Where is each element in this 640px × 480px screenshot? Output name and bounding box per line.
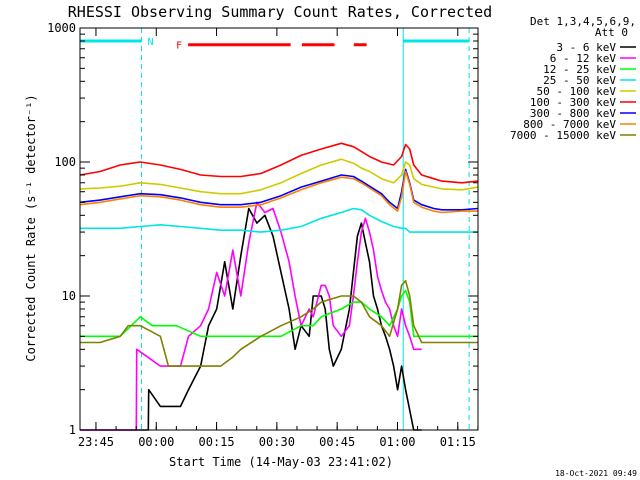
x-axis-label: Start Time (14-May-03 23:41:02) — [169, 455, 393, 469]
flag-label-1: F — [176, 41, 182, 52]
series-line-5 — [79, 142, 479, 184]
flag-label-0: N — [148, 37, 154, 48]
legend-label-7: 800 - 7000 keV — [523, 118, 616, 131]
reference-lines — [141, 28, 470, 430]
y-tick-label-2: 100 — [54, 155, 76, 169]
legend-label-6: 300 - 800 keV — [530, 107, 616, 120]
x-tick-label-1: 00:00 — [138, 435, 174, 449]
y-tick-label-1: 10 — [62, 289, 76, 303]
series-line-3 — [80, 207, 478, 233]
legend-label-8: 7000 - 15000 keV — [510, 129, 616, 142]
legend-label-2: 12 - 25 keV — [543, 63, 616, 76]
series-layer — [79, 142, 479, 431]
legend-label-0: 3 - 6 keV — [556, 41, 616, 54]
x-tick-label-4: 00:45 — [319, 435, 355, 449]
series-line-0 — [80, 207, 422, 431]
plot-frame — [79, 27, 479, 431]
legend-label-3: 25 - 50 keV — [543, 74, 616, 87]
series-line-6 — [79, 168, 479, 211]
timestamp: 18-Oct-2021 09:49 — [555, 469, 637, 478]
series-line-8 — [80, 279, 478, 367]
legend-label-1: 6 - 12 keV — [550, 52, 617, 65]
series-line-7 — [79, 170, 478, 214]
series-line-1 — [80, 201, 422, 431]
x-tick-label-3: 00:30 — [259, 435, 295, 449]
y-axis-label: Corrected Count Rate (s⁻¹ detector⁻¹) — [24, 94, 38, 361]
legend-attenuator: Att 0 — [595, 26, 628, 39]
legend-label-4: 50 - 100 keV — [537, 85, 617, 98]
y-axis: 1 10 100 1000 — [47, 21, 478, 437]
x-tick-label-5: 01:00 — [379, 435, 415, 449]
chart-title: RHESSI Observing Summary Count Rates, Co… — [68, 3, 492, 21]
x-tick-label-0: 23:45 — [78, 435, 114, 449]
series-line-4 — [79, 158, 479, 195]
legend-detectors: Det 1,3,4,5,6,9, — [530, 15, 636, 28]
series-line-2 — [80, 289, 478, 338]
legend-label-5: 100 - 300 keV — [530, 96, 616, 109]
x-tick-label-2: 00:15 — [199, 435, 235, 449]
x-axis: 23:45 00:00 00:15 00:30 00:45 01:00 01:15 — [78, 28, 479, 449]
y-tick-label-0: 1 — [69, 423, 76, 437]
x-tick-label-6: 01:15 — [440, 435, 476, 449]
y-tick-label-3: 1000 — [47, 21, 76, 35]
